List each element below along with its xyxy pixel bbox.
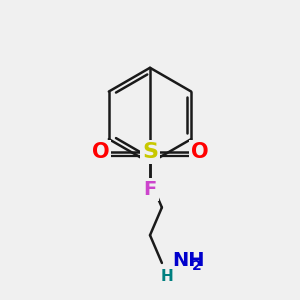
Text: S: S xyxy=(142,142,158,162)
Text: NH: NH xyxy=(172,251,204,271)
Text: F: F xyxy=(143,180,157,199)
Text: O: O xyxy=(191,142,208,162)
Text: 2: 2 xyxy=(192,259,201,273)
Text: O: O xyxy=(92,142,109,162)
Text: H: H xyxy=(160,269,173,284)
